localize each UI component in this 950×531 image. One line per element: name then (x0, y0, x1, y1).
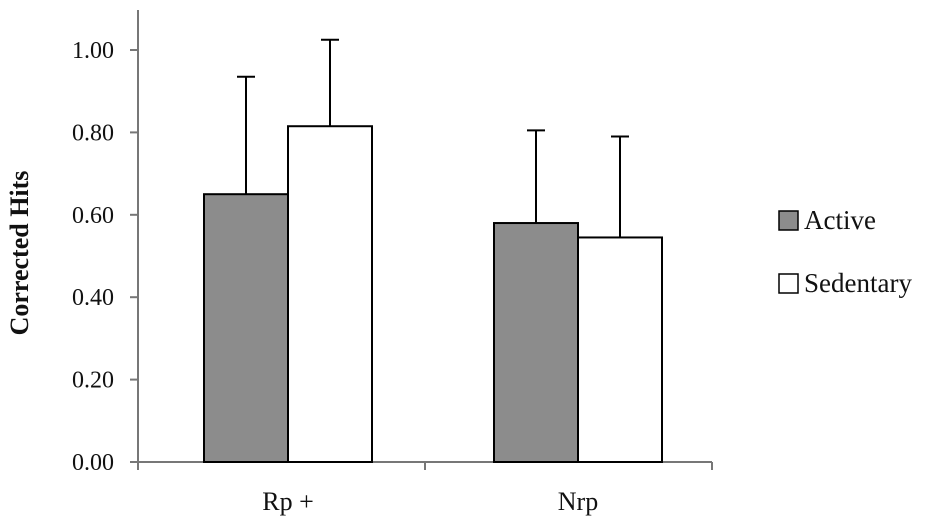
legend: Active Sedentary (778, 205, 912, 298)
y-axis-label: Corrected Hits (5, 171, 34, 336)
y-tick-label: 0.20 (72, 368, 114, 394)
bars (203, 125, 663, 463)
legend-swatch-sedentary (778, 273, 799, 294)
y-tick-label: 0.60 (72, 203, 114, 229)
y-tick-label: 0.00 (72, 450, 114, 476)
bar-sedentary-1 (287, 125, 373, 463)
x-tick-label: Rp + (262, 487, 314, 516)
x-tick-label: Nrp (558, 487, 598, 516)
bar-sedentary-2 (577, 236, 663, 463)
legend-label-sedentary: Sedentary (804, 268, 912, 298)
tick-labels: 0.00 0.20 0.40 0.60 0.80 1.00 Rp + Nrp (72, 38, 598, 516)
y-tick-label: 0.80 (72, 120, 114, 146)
y-tick-label: 1.00 (72, 38, 114, 64)
y-tick-label: 0.40 (72, 285, 114, 311)
error-bars (237, 38, 629, 238)
bar-active-1 (203, 193, 289, 463)
legend-label-active: Active (804, 205, 876, 235)
bar-active-2 (493, 222, 579, 463)
legend-swatch-active (778, 210, 799, 231)
